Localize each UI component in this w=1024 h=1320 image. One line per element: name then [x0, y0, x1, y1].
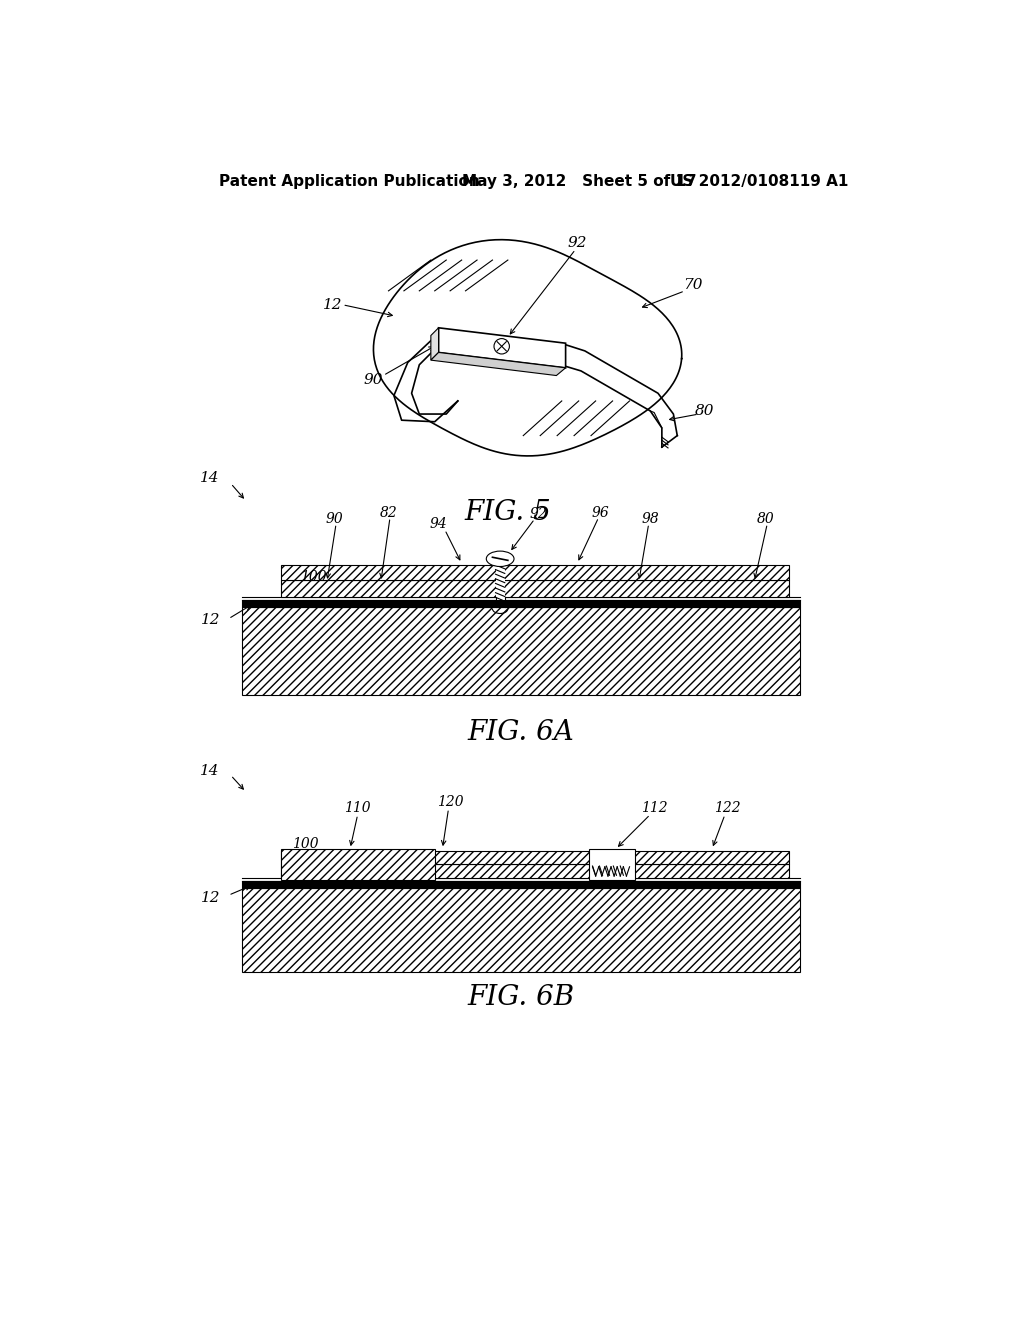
Bar [243, 601, 801, 607]
Text: 100: 100 [292, 837, 318, 851]
Bar [281, 565, 788, 581]
Text: 90: 90 [364, 374, 383, 387]
Polygon shape [438, 327, 565, 368]
Text: 112: 112 [641, 801, 668, 816]
Bar [281, 865, 788, 878]
Text: FIG. 5: FIG. 5 [465, 499, 551, 527]
Text: 82: 82 [380, 506, 397, 520]
Text: 110: 110 [344, 801, 371, 816]
Bar [243, 887, 801, 973]
Text: FIG. 6A: FIG. 6A [468, 718, 574, 746]
Ellipse shape [486, 552, 514, 566]
Text: 96: 96 [592, 506, 609, 520]
Text: May 3, 2012   Sheet 5 of 17: May 3, 2012 Sheet 5 of 17 [462, 174, 696, 189]
Text: 12: 12 [201, 891, 220, 904]
Text: 80: 80 [757, 512, 775, 525]
Polygon shape [431, 327, 438, 360]
Text: 14: 14 [200, 471, 219, 484]
Bar [243, 607, 801, 696]
Polygon shape [431, 352, 565, 376]
Text: 80: 80 [694, 404, 714, 418]
Text: 98: 98 [641, 512, 659, 525]
Text: 122: 122 [714, 801, 740, 816]
Bar [281, 849, 435, 880]
Text: 92: 92 [529, 507, 548, 521]
Text: 92: 92 [567, 236, 587, 249]
Text: 94: 94 [430, 517, 447, 531]
Text: Patent Application Publication: Patent Application Publication [219, 174, 480, 189]
Text: 70: 70 [683, 279, 702, 293]
Text: 14: 14 [200, 763, 219, 777]
Text: 12: 12 [201, 614, 220, 627]
Text: 12: 12 [323, 298, 342, 312]
Bar [496, 562, 505, 601]
Text: 90: 90 [326, 512, 343, 525]
Text: US 2012/0108119 A1: US 2012/0108119 A1 [670, 174, 848, 189]
Bar [281, 850, 788, 865]
Bar [243, 882, 801, 887]
Text: 120: 120 [437, 795, 464, 809]
Text: 100: 100 [300, 570, 327, 585]
Bar [281, 581, 788, 598]
Circle shape [494, 339, 509, 354]
Bar [589, 849, 635, 880]
Text: FIG. 6B: FIG. 6B [467, 985, 574, 1011]
